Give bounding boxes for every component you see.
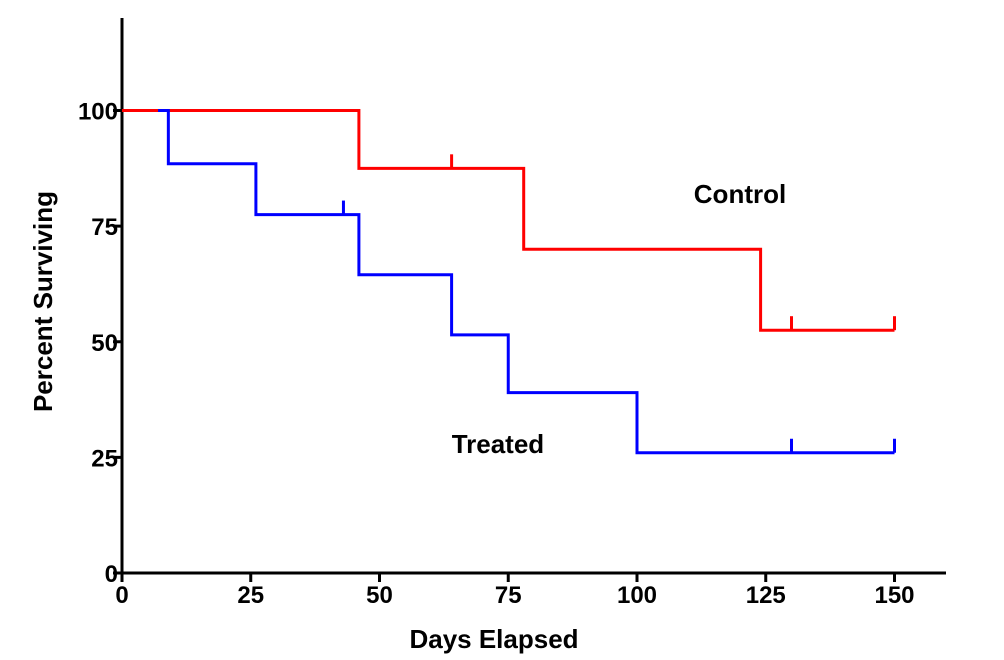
y-axis-title: Percent Surviving bbox=[28, 191, 58, 412]
series-labels: Control Treated bbox=[452, 179, 787, 459]
axes bbox=[120, 18, 946, 575]
x-tick-label: 125 bbox=[746, 582, 786, 609]
treated-survival-line bbox=[158, 109, 895, 455]
y-tick-label: 50 bbox=[91, 330, 118, 357]
y-tick-label: 25 bbox=[91, 445, 118, 472]
x-tick-label: 0 bbox=[115, 582, 128, 609]
axis-ticks: 0 25 50 75 100 125 150 0 25 50 75 100 bbox=[78, 99, 915, 610]
treated-label: Treated bbox=[452, 429, 545, 459]
y-tick-label: 0 bbox=[105, 561, 118, 588]
control-label: Control bbox=[694, 179, 786, 209]
x-tick-label: 25 bbox=[237, 582, 264, 609]
y-tick-label: 75 bbox=[91, 214, 118, 241]
x-tick-label: 50 bbox=[366, 582, 393, 609]
censor-marks bbox=[341, 154, 896, 453]
x-tick-label: 150 bbox=[874, 582, 914, 609]
y-tick-label: 100 bbox=[78, 99, 118, 126]
x-tick-label: 75 bbox=[495, 582, 522, 609]
x-tick-label: 100 bbox=[617, 582, 657, 609]
control-survival-line bbox=[122, 109, 895, 332]
x-axis-title: Days Elapsed bbox=[409, 624, 578, 654]
series-lines bbox=[122, 109, 895, 455]
